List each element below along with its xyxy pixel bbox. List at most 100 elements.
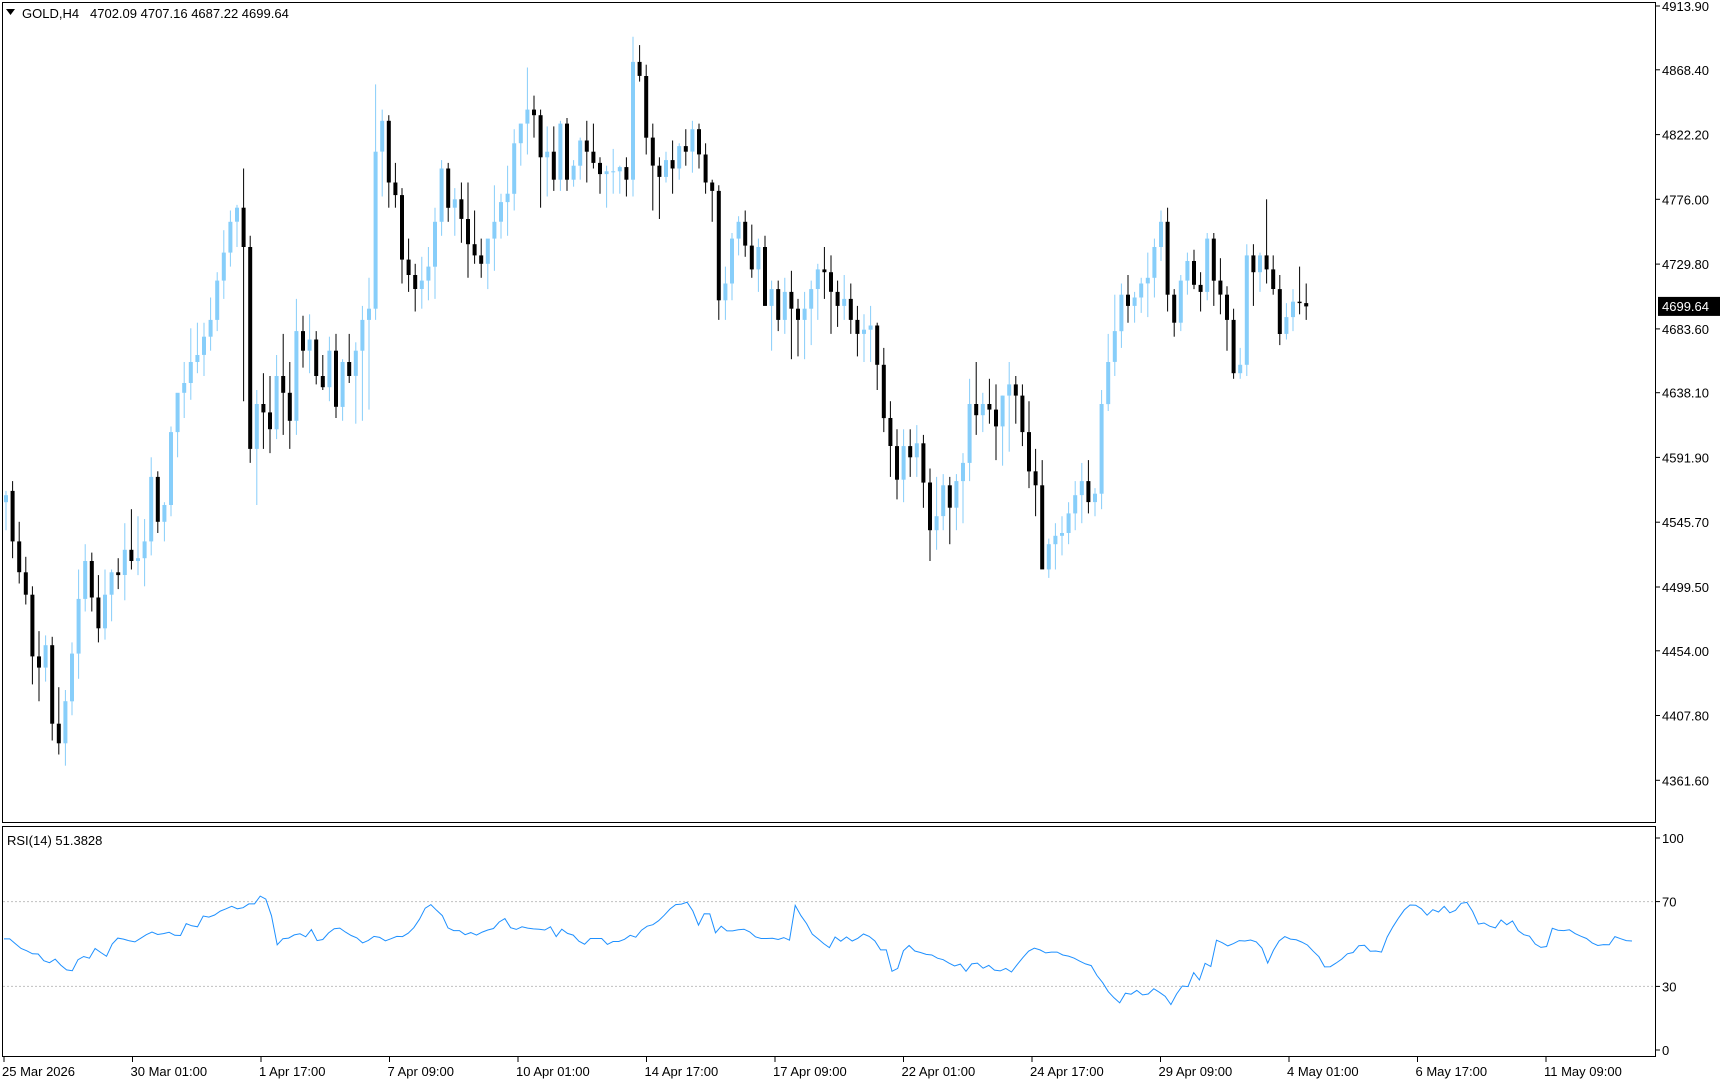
ohlc-values: 4702.09 4707.16 4687.22 4699.64 [90, 6, 289, 21]
price-tick-label: 4361.60 [1662, 773, 1709, 788]
rsi-line [4, 895, 1633, 1006]
candle [1060, 516, 1064, 556]
candle [452, 188, 457, 236]
candle [155, 471, 160, 533]
time-tick-label: 6 May 17:00 [1416, 1064, 1488, 1079]
candle [1073, 481, 1078, 531]
candle [624, 157, 629, 197]
candle [1013, 376, 1018, 424]
candle [1244, 244, 1249, 376]
candle [1132, 291, 1137, 323]
candle [175, 392, 180, 458]
candle [565, 118, 569, 191]
candle [162, 502, 167, 542]
candle [479, 238, 484, 278]
candle [1172, 289, 1177, 337]
candle [1159, 210, 1163, 261]
candle [895, 429, 899, 500]
rsi-tick-label: 70 [1662, 895, 1676, 910]
time-tick-label: 11 May 09:00 [1544, 1064, 1622, 1079]
candle [881, 347, 886, 433]
candle [723, 266, 728, 320]
candle [63, 690, 68, 766]
candle [644, 64, 649, 155]
candle [208, 297, 213, 351]
candle [743, 210, 748, 257]
candle [525, 67, 530, 155]
candle [1086, 460, 1091, 514]
candle [1271, 255, 1276, 295]
price-tick-label: 4407.80 [1662, 709, 1709, 724]
candle [1165, 207, 1170, 312]
candle [591, 123, 596, 169]
candle [961, 453, 965, 524]
candle [439, 160, 444, 236]
candle [268, 376, 272, 454]
time-tick-label: 17 Apr 09:00 [773, 1064, 847, 1079]
candle [1152, 238, 1157, 298]
time-tick-label: 10 Apr 01:00 [516, 1064, 590, 1079]
candle [472, 210, 477, 264]
candle [683, 129, 688, 166]
candle [749, 224, 754, 278]
candle [677, 143, 682, 180]
candle [802, 291, 807, 360]
candle [83, 544, 88, 612]
candle [914, 425, 919, 477]
candle [769, 280, 774, 351]
candle [499, 193, 503, 239]
candle [393, 162, 398, 208]
candle [941, 474, 946, 531]
candle [1198, 272, 1203, 312]
candle [406, 238, 411, 292]
candle [248, 235, 253, 463]
candle [426, 247, 431, 301]
candle [327, 336, 332, 402]
candle [400, 188, 404, 284]
price-tick-label: 4638.10 [1662, 386, 1709, 401]
candle [545, 126, 550, 197]
price-tick-label: 4913.90 [1662, 0, 1709, 14]
candle [96, 575, 101, 643]
candle [611, 148, 616, 194]
candle [129, 509, 134, 570]
candle [1185, 252, 1190, 295]
candle [875, 322, 880, 390]
candle [512, 129, 517, 211]
candle [1297, 266, 1302, 315]
time-tick-label: 30 Mar 01:00 [131, 1064, 208, 1079]
candle [485, 238, 490, 290]
price-tick-label: 4499.50 [1662, 580, 1709, 595]
candle [664, 151, 668, 183]
candle [30, 586, 35, 685]
candle [446, 162, 451, 222]
price-tick-label: 4454.00 [1662, 644, 1709, 659]
candle [967, 378, 972, 482]
rsi-axis: 100 70 30 0 [1655, 831, 1684, 1058]
time-tick-label: 7 Apr 09:00 [388, 1064, 455, 1079]
candle [459, 182, 464, 243]
triangle-down-icon[interactable] [6, 9, 15, 15]
candle [1291, 289, 1295, 332]
candle [281, 333, 286, 435]
candle [215, 272, 220, 332]
candle [254, 390, 259, 505]
candle [89, 552, 94, 612]
price-tick-label: 4776.00 [1662, 192, 1709, 207]
candle [43, 635, 48, 682]
candle [360, 305, 365, 421]
candle [994, 384, 998, 461]
candle [756, 238, 761, 292]
candle [815, 263, 820, 320]
candle [848, 283, 853, 334]
time-tick-label: 22 Apr 01:00 [902, 1064, 976, 1079]
candle [776, 280, 781, 332]
candle [1000, 395, 1005, 466]
candle [340, 359, 345, 421]
candle [1046, 538, 1051, 578]
candle [1277, 275, 1282, 346]
candle [868, 305, 873, 362]
candle [1020, 384, 1025, 447]
